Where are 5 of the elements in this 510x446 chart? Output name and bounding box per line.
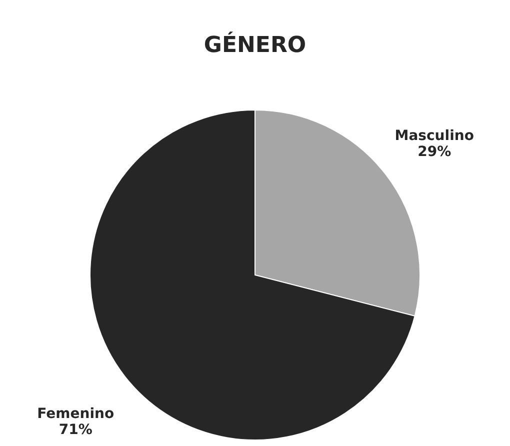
data-label: 71% [58, 422, 92, 438]
slice-label: Masculino [394, 128, 474, 144]
chart-title: GÉNERO [204, 31, 306, 58]
data-label: 29% [418, 144, 452, 160]
slice-label: Femenino [37, 406, 114, 422]
